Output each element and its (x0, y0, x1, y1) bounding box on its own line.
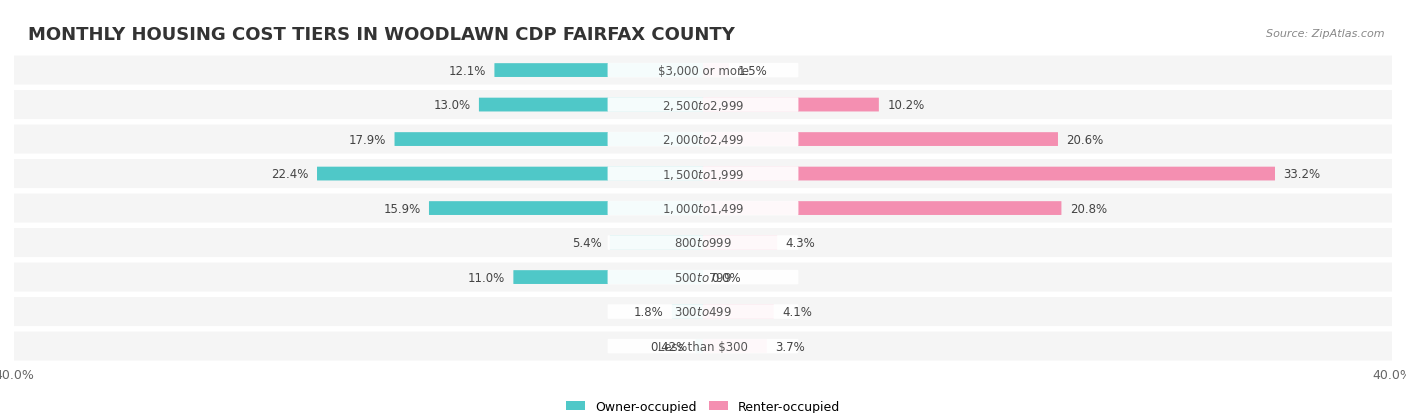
FancyBboxPatch shape (703, 202, 1062, 216)
FancyBboxPatch shape (607, 305, 799, 319)
Text: 0.0%: 0.0% (711, 271, 741, 284)
Text: $2,000 to $2,499: $2,000 to $2,499 (662, 133, 744, 147)
Text: $1,500 to $1,999: $1,500 to $1,999 (662, 167, 744, 181)
Text: Less than $300: Less than $300 (658, 340, 748, 353)
FancyBboxPatch shape (703, 305, 773, 319)
FancyBboxPatch shape (607, 339, 799, 354)
Text: 22.4%: 22.4% (271, 168, 308, 180)
FancyBboxPatch shape (14, 332, 1392, 361)
FancyBboxPatch shape (607, 236, 799, 250)
Text: $800 to $999: $800 to $999 (673, 237, 733, 249)
Text: 10.2%: 10.2% (887, 99, 925, 112)
FancyBboxPatch shape (316, 167, 703, 181)
Text: 3.7%: 3.7% (775, 340, 806, 353)
Text: 11.0%: 11.0% (468, 271, 505, 284)
FancyBboxPatch shape (672, 305, 703, 319)
FancyBboxPatch shape (703, 133, 1057, 147)
Text: 13.0%: 13.0% (433, 99, 471, 112)
Text: $500 to $799: $500 to $799 (673, 271, 733, 284)
Text: 12.1%: 12.1% (449, 64, 486, 77)
Text: 20.8%: 20.8% (1070, 202, 1107, 215)
FancyBboxPatch shape (703, 167, 1275, 181)
FancyBboxPatch shape (607, 270, 799, 285)
FancyBboxPatch shape (14, 160, 1392, 189)
FancyBboxPatch shape (395, 133, 703, 147)
FancyBboxPatch shape (696, 339, 703, 353)
FancyBboxPatch shape (14, 57, 1392, 85)
Text: $2,500 to $2,999: $2,500 to $2,999 (662, 98, 744, 112)
FancyBboxPatch shape (607, 167, 799, 181)
FancyBboxPatch shape (495, 64, 703, 78)
FancyBboxPatch shape (703, 98, 879, 112)
FancyBboxPatch shape (479, 98, 703, 112)
Text: $3,000 or more: $3,000 or more (658, 64, 748, 77)
Text: MONTHLY HOUSING COST TIERS IN WOODLAWN CDP FAIRFAX COUNTY: MONTHLY HOUSING COST TIERS IN WOODLAWN C… (28, 26, 735, 44)
Legend: Owner-occupied, Renter-occupied: Owner-occupied, Renter-occupied (567, 400, 839, 413)
Text: 20.6%: 20.6% (1066, 133, 1104, 146)
Text: 0.42%: 0.42% (650, 340, 688, 353)
Text: 17.9%: 17.9% (349, 133, 387, 146)
FancyBboxPatch shape (607, 98, 799, 113)
Text: 1.5%: 1.5% (738, 64, 768, 77)
FancyBboxPatch shape (607, 202, 799, 216)
Text: $1,000 to $1,499: $1,000 to $1,499 (662, 202, 744, 216)
Text: 15.9%: 15.9% (384, 202, 420, 215)
Text: 4.1%: 4.1% (782, 305, 813, 318)
Text: Source: ZipAtlas.com: Source: ZipAtlas.com (1267, 29, 1385, 39)
Text: 1.8%: 1.8% (634, 305, 664, 318)
FancyBboxPatch shape (14, 194, 1392, 223)
FancyBboxPatch shape (14, 297, 1392, 326)
FancyBboxPatch shape (703, 236, 778, 250)
Text: $300 to $499: $300 to $499 (673, 305, 733, 318)
Text: 4.3%: 4.3% (786, 237, 815, 249)
FancyBboxPatch shape (14, 125, 1392, 154)
FancyBboxPatch shape (703, 64, 728, 78)
FancyBboxPatch shape (14, 91, 1392, 120)
FancyBboxPatch shape (607, 133, 799, 147)
FancyBboxPatch shape (703, 339, 766, 353)
FancyBboxPatch shape (513, 271, 703, 284)
FancyBboxPatch shape (429, 202, 703, 216)
FancyBboxPatch shape (14, 263, 1392, 292)
FancyBboxPatch shape (610, 236, 703, 250)
Text: 5.4%: 5.4% (572, 237, 602, 249)
FancyBboxPatch shape (607, 64, 799, 78)
FancyBboxPatch shape (14, 228, 1392, 257)
Text: 33.2%: 33.2% (1284, 168, 1320, 180)
